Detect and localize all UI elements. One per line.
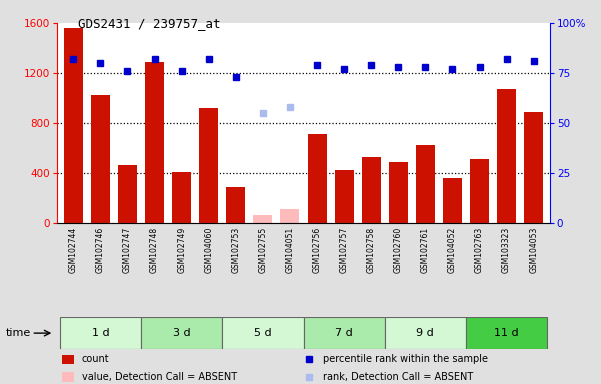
Bar: [497, 89, 516, 223]
Bar: [222, 317, 304, 349]
Text: count: count: [82, 354, 109, 364]
Bar: [443, 178, 462, 223]
Text: GSM104052: GSM104052: [448, 227, 457, 273]
Bar: [362, 157, 380, 223]
Text: GSM104060: GSM104060: [204, 227, 213, 273]
Text: GSM102756: GSM102756: [313, 227, 322, 273]
Text: GDS2431 / 239757_at: GDS2431 / 239757_at: [78, 17, 221, 30]
Bar: [385, 317, 466, 349]
Text: GSM102748: GSM102748: [150, 227, 159, 273]
Text: GSM102747: GSM102747: [123, 227, 132, 273]
Bar: [62, 372, 75, 382]
Text: GSM103323: GSM103323: [502, 227, 511, 273]
Bar: [308, 134, 326, 223]
Text: GSM104051: GSM104051: [285, 227, 294, 273]
Text: 9 d: 9 d: [416, 328, 435, 338]
Bar: [470, 159, 489, 223]
Bar: [281, 209, 299, 223]
Text: GSM102761: GSM102761: [421, 227, 430, 273]
Text: GSM102755: GSM102755: [258, 227, 267, 273]
Text: GSM102753: GSM102753: [231, 227, 240, 273]
Text: GSM102749: GSM102749: [177, 227, 186, 273]
Bar: [64, 28, 83, 223]
Bar: [389, 162, 407, 223]
Bar: [524, 112, 543, 223]
Text: 3 d: 3 d: [173, 328, 191, 338]
Bar: [254, 215, 272, 223]
Text: time: time: [6, 328, 31, 338]
Bar: [118, 166, 137, 223]
Text: GSM102746: GSM102746: [96, 227, 105, 273]
Text: GSM102744: GSM102744: [69, 227, 78, 273]
Bar: [200, 108, 218, 223]
Text: GSM102758: GSM102758: [367, 227, 376, 273]
Bar: [62, 355, 75, 364]
Text: value, Detection Call = ABSENT: value, Detection Call = ABSENT: [82, 372, 237, 382]
Text: percentile rank within the sample: percentile rank within the sample: [323, 354, 488, 364]
Bar: [172, 172, 191, 223]
Text: 5 d: 5 d: [254, 328, 272, 338]
Bar: [335, 170, 353, 223]
Bar: [304, 317, 385, 349]
Text: GSM102763: GSM102763: [475, 227, 484, 273]
Text: rank, Detection Call = ABSENT: rank, Detection Call = ABSENT: [323, 372, 474, 382]
Bar: [145, 62, 164, 223]
Text: GSM102760: GSM102760: [394, 227, 403, 273]
Bar: [416, 146, 435, 223]
Bar: [141, 317, 222, 349]
Text: 7 d: 7 d: [335, 328, 353, 338]
Bar: [91, 95, 110, 223]
Bar: [227, 187, 245, 223]
Bar: [466, 317, 547, 349]
Text: GSM104053: GSM104053: [529, 227, 538, 273]
Text: 1 d: 1 d: [91, 328, 109, 338]
Text: 11 d: 11 d: [494, 328, 519, 338]
Text: GSM102757: GSM102757: [340, 227, 349, 273]
Bar: [60, 317, 141, 349]
